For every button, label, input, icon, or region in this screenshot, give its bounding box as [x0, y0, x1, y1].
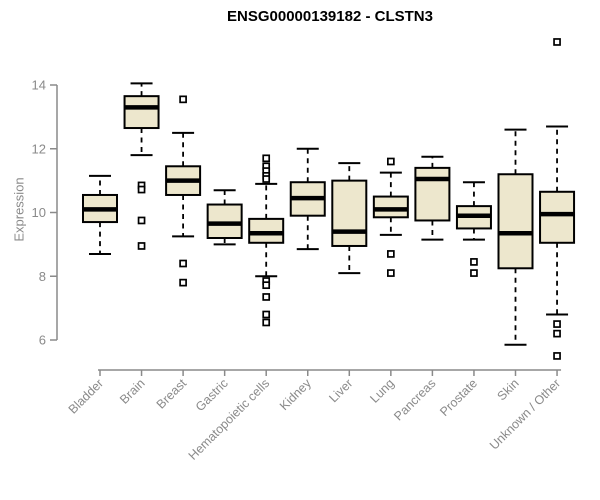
outlier-point-brain [137, 242, 146, 250]
y-tick-label: 10 [32, 205, 46, 220]
x-tick-label: Prostate [437, 376, 480, 419]
outlier-point-unknown-other [553, 320, 561, 328]
x-tick-label: Pancreas [391, 376, 438, 423]
outlier-point-hematopoietic-cells [262, 281, 271, 290]
outlier-point-lung [387, 157, 395, 166]
box-pancreas [414, 166, 451, 222]
outlier-point-brain [137, 216, 146, 225]
x-tick-label: Brain [117, 376, 148, 407]
box-brain [123, 95, 160, 130]
box-lung [372, 195, 409, 219]
x-tick-label: Unknown / Other [487, 376, 563, 452]
outlier-point-unknown-other [553, 329, 561, 338]
x-tick-label: Kidney [277, 376, 314, 413]
outlier-point-prostate [470, 269, 478, 277]
chart-title: ENSG00000139182 - CLSTN3 [227, 8, 433, 25]
x-tick-label: Skin [495, 376, 522, 403]
outlier-point-unknown-other [553, 352, 561, 360]
outlier-point-hematopoietic-cells [262, 175, 271, 183]
outlier-point-lung [387, 250, 395, 258]
x-tick-label: Liver [326, 376, 355, 405]
outlier-point-brain [137, 185, 146, 194]
outlier-point-unknown-other [553, 38, 561, 46]
x-tick-label: Lung [367, 376, 397, 406]
outlier-point-hematopoietic-cells [262, 154, 271, 163]
outlier-point-breast [179, 95, 187, 104]
y-tick-label: 12 [32, 141, 46, 156]
outlier-point-hematopoietic-cells [262, 293, 271, 301]
outlier-point-hematopoietic-cells [262, 310, 271, 319]
y-tick-label: 8 [39, 269, 46, 284]
box-liver [331, 179, 368, 247]
outlier-point-breast [179, 278, 187, 287]
outlier-point-breast [179, 259, 187, 268]
box-skin [497, 173, 534, 270]
x-tick-label: Gastric [193, 376, 231, 414]
x-tick-label: Breast [154, 376, 190, 412]
x-tick-label: Bladder [66, 376, 106, 416]
outlier-point-hematopoietic-cells [262, 318, 271, 327]
outlier-point-lung [387, 269, 395, 277]
box-hematopoietic-cells [248, 217, 285, 244]
box-gastric [206, 203, 243, 239]
box-unknown-other [539, 190, 576, 244]
y-tick-label: 14 [32, 78, 46, 93]
outlier-point-prostate [470, 258, 478, 266]
y-tick-label: 6 [39, 333, 46, 348]
x-tick-label: Hematopoietic cells [186, 376, 273, 463]
